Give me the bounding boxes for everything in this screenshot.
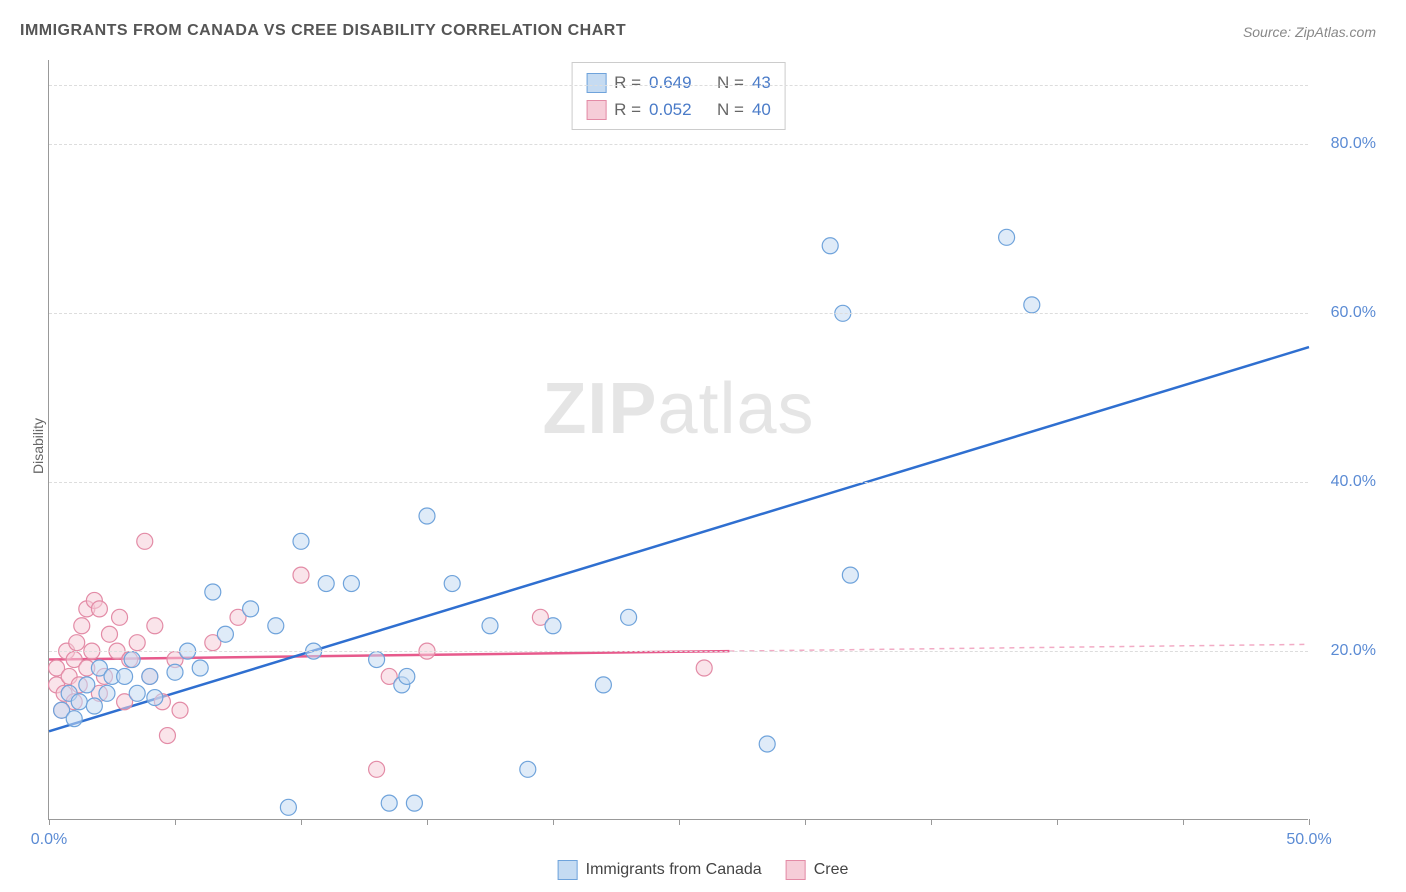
x-tick	[49, 819, 50, 825]
legend-item-blue: Immigrants from Canada	[558, 860, 762, 880]
marker-blue	[520, 761, 536, 777]
gridline	[49, 85, 1308, 86]
x-tick-label: 50.0%	[1286, 831, 1331, 849]
marker-blue	[79, 677, 95, 693]
marker-pink	[101, 626, 117, 642]
gridline	[49, 651, 1308, 652]
marker-blue	[243, 601, 259, 617]
marker-pink	[69, 635, 85, 651]
marker-blue	[399, 668, 415, 684]
marker-blue	[595, 677, 611, 693]
marker-blue	[406, 795, 422, 811]
plot-svg	[49, 60, 1308, 819]
marker-blue	[217, 626, 233, 642]
marker-pink	[74, 618, 90, 634]
x-tick-label: 0.0%	[31, 831, 67, 849]
plot-area: ZIPatlas R = 0.649 N = 43 R = 0.052 N = …	[48, 60, 1308, 820]
marker-blue	[66, 711, 82, 727]
x-tick	[679, 819, 680, 825]
x-tick	[1309, 819, 1310, 825]
y-tick-label: 20.0%	[1331, 642, 1376, 660]
swatch-pink	[786, 860, 806, 880]
marker-blue	[1024, 297, 1040, 313]
marker-blue	[999, 229, 1015, 245]
marker-pink	[696, 660, 712, 676]
marker-blue	[280, 799, 296, 815]
marker-pink	[147, 618, 163, 634]
marker-blue	[419, 508, 435, 524]
y-tick-label: 80.0%	[1331, 135, 1376, 153]
x-tick	[175, 819, 176, 825]
marker-blue	[444, 576, 460, 592]
marker-blue	[192, 660, 208, 676]
chart-title: IMMIGRANTS FROM CANADA VS CREE DISABILIT…	[20, 22, 626, 40]
marker-pink	[369, 761, 385, 777]
marker-blue	[117, 668, 133, 684]
marker-blue	[343, 576, 359, 592]
x-tick	[553, 819, 554, 825]
marker-blue	[167, 664, 183, 680]
y-axis-label: Disability	[30, 418, 46, 474]
marker-blue	[142, 668, 158, 684]
marker-pink	[137, 533, 153, 549]
legend-label: Cree	[814, 861, 849, 879]
marker-pink	[112, 609, 128, 625]
x-tick	[805, 819, 806, 825]
marker-blue	[129, 685, 145, 701]
marker-pink	[172, 702, 188, 718]
marker-blue	[71, 694, 87, 710]
marker-blue	[268, 618, 284, 634]
legend-label: Immigrants from Canada	[586, 861, 762, 879]
marker-pink	[159, 728, 175, 744]
marker-blue	[381, 795, 397, 811]
marker-blue	[822, 238, 838, 254]
marker-blue	[482, 618, 498, 634]
marker-pink	[129, 635, 145, 651]
marker-blue	[99, 685, 115, 701]
marker-blue	[318, 576, 334, 592]
legend-series: Immigrants from Canada Cree	[558, 860, 849, 880]
source-attribution: Source: ZipAtlas.com	[1243, 24, 1376, 40]
marker-blue	[124, 652, 140, 668]
marker-blue	[759, 736, 775, 752]
swatch-blue	[558, 860, 578, 880]
y-tick-label: 60.0%	[1331, 304, 1376, 322]
x-tick	[427, 819, 428, 825]
marker-blue	[621, 609, 637, 625]
marker-blue	[147, 690, 163, 706]
marker-pink	[293, 567, 309, 583]
legend-item-pink: Cree	[786, 860, 849, 880]
marker-blue	[842, 567, 858, 583]
y-tick-label: 40.0%	[1331, 473, 1376, 491]
gridline	[49, 313, 1308, 314]
x-tick	[931, 819, 932, 825]
marker-blue	[205, 584, 221, 600]
marker-pink	[91, 601, 107, 617]
x-tick	[1183, 819, 1184, 825]
marker-blue	[293, 533, 309, 549]
marker-blue	[545, 618, 561, 634]
marker-blue	[369, 652, 385, 668]
marker-blue	[86, 698, 102, 714]
x-tick	[1057, 819, 1058, 825]
x-tick	[301, 819, 302, 825]
gridline	[49, 482, 1308, 483]
gridline	[49, 144, 1308, 145]
